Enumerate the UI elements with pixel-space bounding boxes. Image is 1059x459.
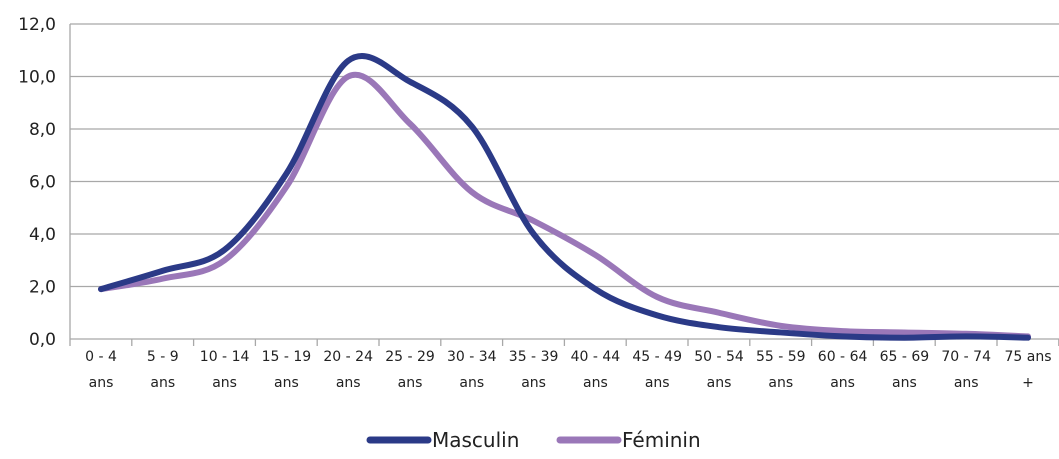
x-tick-label: 0 - 4 [85, 349, 117, 365]
x-tick-label: 5 - 9 [147, 349, 179, 365]
x-tick-label-line2: ans [707, 375, 732, 391]
x-tick-label: 30 - 34 [447, 349, 497, 365]
y-tick-label: 8,0 [29, 120, 56, 140]
y-tick-label: 0,0 [29, 330, 56, 350]
x-tick-label: 35 - 39 [509, 349, 559, 365]
x-tick-label-line2: ans [274, 375, 299, 391]
x-axis: 0 - 4 ans 5 - 9 ans 10 - 14 ans 15 - 19 ans 20 -… [69, 339, 1059, 391]
x-tick-label: 75 ans [1004, 349, 1051, 365]
series-line-féminin [98, 71, 1031, 340]
y-tick-label: 2,0 [29, 278, 56, 298]
x-tick-label: 25 - 29 [385, 349, 435, 365]
x-tick-label: 45 - 49 [632, 349, 682, 365]
x-tick-label: 10 - 14 [200, 349, 250, 365]
x-tick-label-line2: ans [459, 375, 484, 391]
y-tick-label: 6,0 [29, 173, 56, 193]
legend: Masculin Féminin [366, 428, 701, 452]
x-tick-label-line2: ans [954, 375, 979, 391]
y-tick-label: 12,0 [18, 15, 56, 35]
x-tick-label-line2: ans [398, 375, 423, 391]
x-tick-label-line2: ans [150, 375, 175, 391]
x-tick-label-line2: ans [89, 375, 114, 391]
series-line-masculin [98, 53, 1031, 341]
x-tick-label-line2: ans [768, 375, 793, 391]
x-tick-label: 60 - 64 [818, 349, 868, 365]
x-tick-label-line2: ans [521, 375, 546, 391]
gridlines [70, 23, 1059, 340]
x-tick-label: 15 - 19 [262, 349, 312, 365]
x-tick-label-line2: ans [336, 375, 361, 391]
x-tick-label-line2: ans [645, 375, 670, 391]
x-tick-label: 50 - 54 [694, 349, 744, 365]
x-tick-label-line2: + [1022, 375, 1034, 391]
x-tick-label-line2: ans [892, 375, 917, 391]
x-tick-label: 70 - 74 [941, 349, 991, 365]
x-tick-label: 65 - 69 [880, 349, 930, 365]
legend-label: Masculin [432, 428, 519, 452]
y-axis: 0,0 2,0 4,0 6,0 8,0 10,0 12,0 [18, 15, 71, 350]
y-tick-label: 4,0 [29, 225, 56, 245]
x-tick-label: 40 - 44 [571, 349, 621, 365]
x-tick-label: 20 - 24 [323, 349, 373, 365]
legend-label: Féminin [622, 428, 701, 452]
x-tick-label: 55 - 59 [756, 349, 806, 365]
x-tick-label-line2: ans [212, 375, 237, 391]
x-tick-label-line2: ans [583, 375, 608, 391]
x-tick-label-line2: ans [830, 375, 855, 391]
series-lines [98, 53, 1031, 341]
y-tick-label: 10,0 [18, 68, 56, 88]
